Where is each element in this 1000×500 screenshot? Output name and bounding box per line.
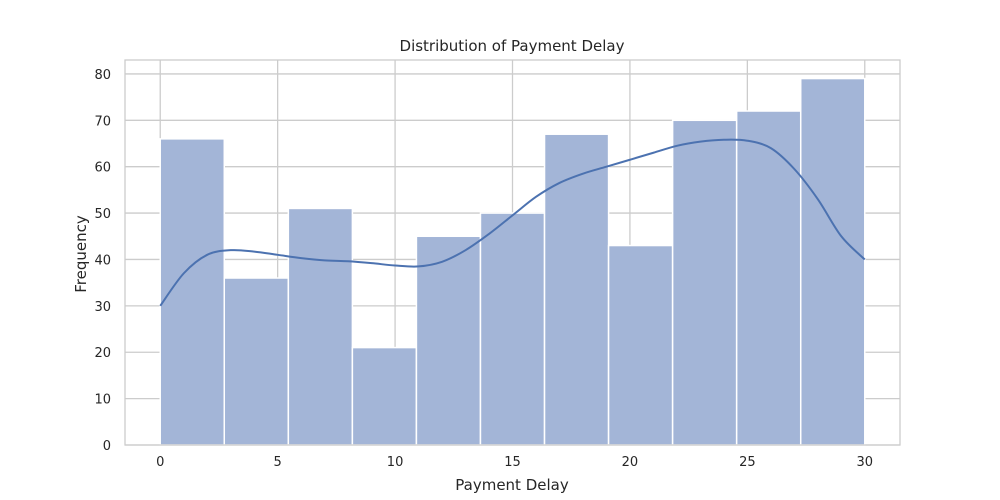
kde-curve-group [159,138,866,307]
histogram-bar [607,244,674,446]
y-tick-label: 40 [94,253,111,268]
x-tick-label: 0 [156,455,164,470]
x-tick-labels: 0 5 10 15 20 25 30 [156,455,873,470]
y-tick-labels: 0 10 20 30 40 50 60 70 80 [94,68,111,454]
y-tick-label: 60 [94,161,111,176]
histogram-bar [351,346,418,446]
histogram-bar [287,207,354,446]
kde-curve [159,138,866,307]
x-tick-label: 15 [504,455,521,470]
y-tick-label: 30 [94,300,111,315]
y-tick-label: 20 [94,346,111,361]
histogram-bar [479,212,546,446]
x-tick-label: 5 [274,455,282,470]
x-tick-label: 10 [387,455,404,470]
y-tick-label: 10 [94,393,111,408]
plot-frame [124,59,901,446]
histogram-bar [223,277,290,446]
histogram-bar [735,110,802,446]
x-axis-label: Payment Delay [455,476,569,494]
y-tick-label: 50 [94,207,111,222]
y-tick-label: 80 [94,68,111,83]
chart-title: Distribution of Payment Delay [400,37,625,55]
x-tick-label: 25 [739,455,756,470]
histogram-bar [415,235,482,446]
y-tick-label: 0 [103,439,111,454]
y-tick-label: 70 [94,114,111,129]
plot-border [124,59,901,446]
histogram-bar [543,133,610,446]
histogram-bar [799,77,866,446]
x-tick-label: 30 [856,455,873,470]
histogram-bar [671,119,738,446]
y-axis-label: Frequency [72,215,90,293]
x-tick-label: 20 [622,455,639,470]
histogram-bars [159,77,866,446]
